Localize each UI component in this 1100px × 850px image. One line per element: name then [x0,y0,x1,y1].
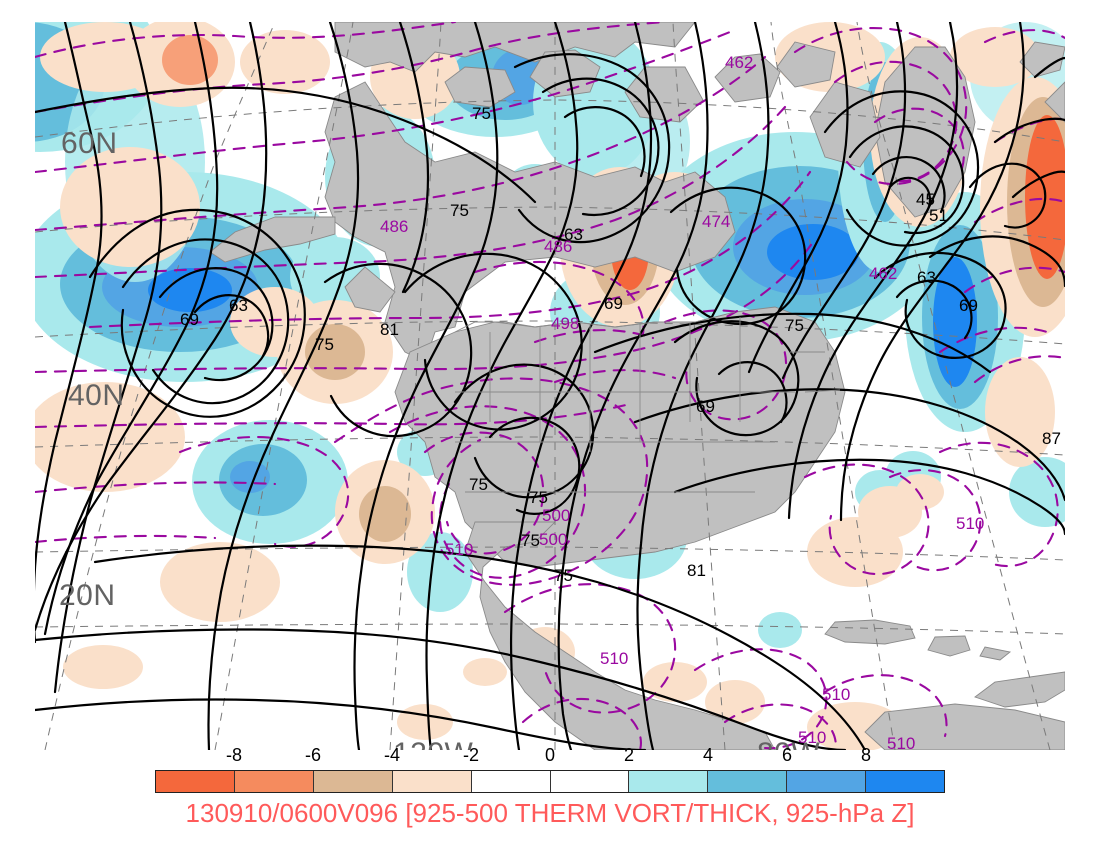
plot-title: 130910/0600V096 [925-500 THERM VORT/THIC… [185,798,915,828]
colorbar-segment [866,771,945,792]
landmass-layer [209,22,1065,750]
political-boundaries [454,311,841,493]
colorbar-tick-labels: -8 -6 -4 -2 0 2 4 6 8 [155,745,945,767]
colorbar-segment [234,771,314,792]
colorbar-tick: 8 [860,745,872,765]
map-panel[interactable]: 60N 40N 20N 120W 80W 75 75 63 69 63 69 7… [35,22,1065,750]
colorbar-tick: 2 [623,745,635,765]
colorbar-tick: 4 [702,745,714,765]
colorbar-segment [629,771,709,792]
colorbar-segment [156,771,235,792]
colorbar-segment [392,771,472,792]
map-canvas [35,22,1065,750]
colorbar-tick: -6 [304,745,322,765]
colorbar-segment [313,771,393,792]
colorbar-tick: 0 [544,745,556,765]
colorbar-segment [471,771,551,792]
colorbar-tick: -4 [383,745,401,765]
colorbar-tick: 6 [781,745,793,765]
colorbar-segment [708,771,788,792]
colorbar[interactable] [155,770,945,793]
colorbar-tick: -2 [462,745,480,765]
height-contours [35,22,1065,750]
colorbar-segment [787,771,867,792]
colorbar-tick: -8 [225,745,243,765]
colorbar-segment [550,771,630,792]
